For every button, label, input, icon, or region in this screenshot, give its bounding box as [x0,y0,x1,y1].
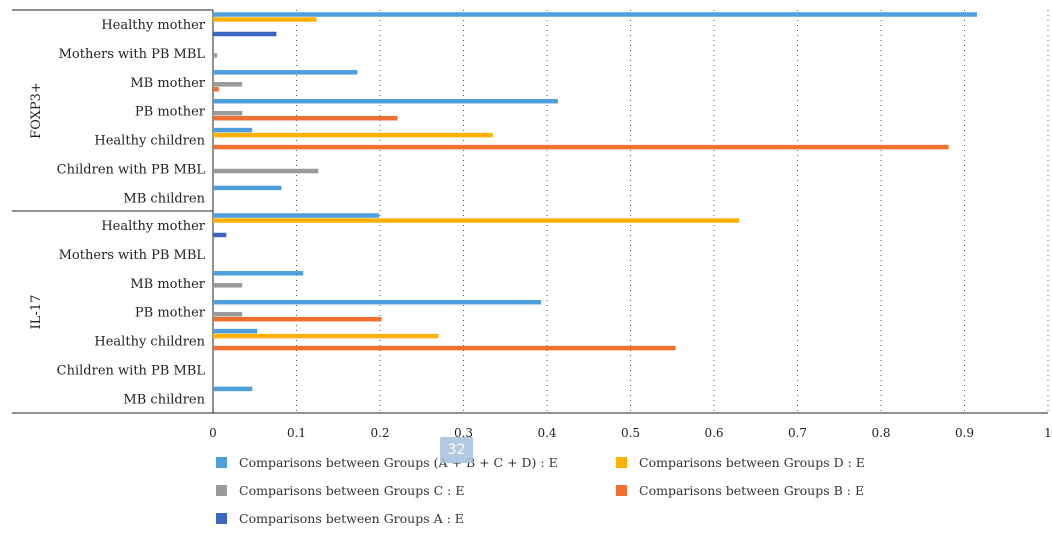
x-tick-label: 1 [1044,426,1052,440]
bar [213,345,676,351]
legend-swatch [216,457,227,468]
category-label: Children with PB MBL [57,364,206,379]
bar [213,299,542,305]
bar [213,87,219,92]
bar [213,82,243,87]
category-label: Healthy mother [101,18,205,33]
category-label: MB children [123,191,205,206]
category-label: Mothers with PB MBL [59,47,206,62]
bar [213,271,304,276]
legend-entry: Comparisons between Groups D : E [639,455,865,470]
bar [213,333,439,339]
category-label: Healthy mother [101,219,205,234]
bar [213,232,227,238]
x-tick-label: 0.4 [537,426,556,440]
group-label-foxp3: FOXP3+ [29,82,44,139]
bar [213,168,319,174]
x-tick-label: 0 [209,426,217,440]
legend-entry: Comparisons between Groups A : E [239,511,464,526]
group-label-il17: IL-17 [29,295,44,330]
bar [213,17,317,22]
legend-swatch [616,485,627,496]
category-label: PB mother [135,105,206,120]
category-label: Healthy children [94,134,205,149]
x-tick-label: 0.7 [788,426,807,440]
bar [213,144,949,150]
x-tick-label: 0.3 [454,426,473,440]
bars [213,12,978,392]
x-tick-label: 0.8 [871,426,890,440]
bar [213,98,558,104]
bar [213,311,243,317]
bar [213,115,398,121]
bar [213,386,253,392]
bar [213,185,282,191]
x-tick-label: 0.9 [955,426,974,440]
x-tick-label: 0.5 [621,426,640,440]
category-label: Children with PB MBL [57,163,206,178]
category-label: MB mother [130,277,205,292]
legend-swatch [616,457,627,468]
legend-entry: Comparisons between Groups C : E [239,483,464,498]
category-label: MB mother [130,76,205,91]
bar [213,218,740,223]
bar [213,31,277,37]
legend-swatch [216,513,227,524]
bar [213,213,380,218]
legend: Comparisons between Groups (A + B + C + … [216,455,865,526]
bar [213,127,253,133]
axes [12,9,1048,414]
category-label: Mothers with PB MBL [59,248,206,263]
bar [213,110,243,116]
category-label: PB mother [135,306,206,321]
legend-entry: Comparisons between Groups (A + B + C + … [239,455,558,470]
category-label: Healthy children [94,335,205,350]
x-tick-label: 0.1 [287,426,306,440]
grid-lines [296,10,1049,413]
bar [213,70,358,75]
bar [213,283,243,288]
category-labels: FOXP3+ Healthy mother Mothers with PB MBL M… [29,18,206,407]
page-number-badge: 32 [440,437,473,463]
category-label: MB children [123,392,205,407]
x-tick-label: 0.6 [704,426,723,440]
legend-entry: Comparisons between Groups B : E [639,483,864,498]
legend-swatch [216,485,227,496]
x-tick-label: 0.2 [370,426,389,440]
bar [213,12,978,17]
bar [213,53,218,58]
x-tick-labels: 0 0.1 0.2 0.3 0.4 0.5 0.6 0.7 0.8 0.9 1 [209,426,1052,440]
bar [213,328,258,334]
bar [213,316,382,322]
bar [213,132,493,138]
